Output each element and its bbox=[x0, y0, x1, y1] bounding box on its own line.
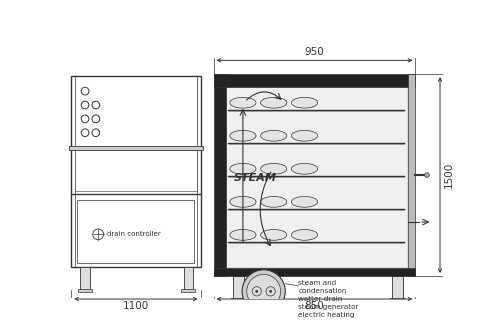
Bar bbox=[214, 74, 226, 276]
Circle shape bbox=[247, 275, 281, 308]
Bar bbox=[181, 289, 195, 292]
Ellipse shape bbox=[260, 130, 287, 141]
Ellipse shape bbox=[260, 229, 287, 240]
Text: steam and
condensation
watter drain
steam generator
electric heating: steam and condensation watter drain stea… bbox=[298, 280, 359, 318]
Text: 1100: 1100 bbox=[123, 301, 149, 311]
Circle shape bbox=[425, 173, 429, 177]
Ellipse shape bbox=[260, 97, 287, 108]
Ellipse shape bbox=[260, 197, 287, 207]
Bar bbox=[231, 298, 246, 301]
Ellipse shape bbox=[291, 97, 318, 108]
Ellipse shape bbox=[291, 130, 318, 141]
Text: 950: 950 bbox=[305, 47, 324, 57]
Bar bbox=[390, 298, 405, 301]
Text: 1500: 1500 bbox=[444, 162, 454, 188]
Bar bbox=[184, 267, 193, 290]
Text: STEAM: STEAM bbox=[234, 173, 277, 183]
Ellipse shape bbox=[230, 130, 256, 141]
Bar bbox=[214, 74, 415, 86]
Ellipse shape bbox=[291, 197, 318, 207]
Ellipse shape bbox=[230, 197, 256, 207]
Circle shape bbox=[269, 290, 272, 293]
Ellipse shape bbox=[230, 229, 256, 240]
Bar bbox=[392, 276, 403, 299]
Bar bbox=[69, 146, 203, 151]
Ellipse shape bbox=[291, 229, 318, 240]
Bar bbox=[77, 200, 194, 263]
Ellipse shape bbox=[230, 163, 256, 174]
Bar bbox=[81, 267, 90, 290]
Bar bbox=[233, 276, 244, 299]
Bar bbox=[226, 87, 408, 268]
Ellipse shape bbox=[260, 163, 287, 174]
Bar bbox=[214, 268, 415, 276]
Circle shape bbox=[242, 270, 285, 313]
Ellipse shape bbox=[291, 163, 318, 174]
Circle shape bbox=[255, 290, 258, 293]
Bar bbox=[78, 289, 92, 292]
Text: drain controller: drain controller bbox=[108, 232, 161, 237]
Bar bbox=[71, 76, 201, 267]
Text: 850: 850 bbox=[305, 301, 324, 311]
Ellipse shape bbox=[230, 97, 256, 108]
Bar bbox=[408, 74, 415, 276]
